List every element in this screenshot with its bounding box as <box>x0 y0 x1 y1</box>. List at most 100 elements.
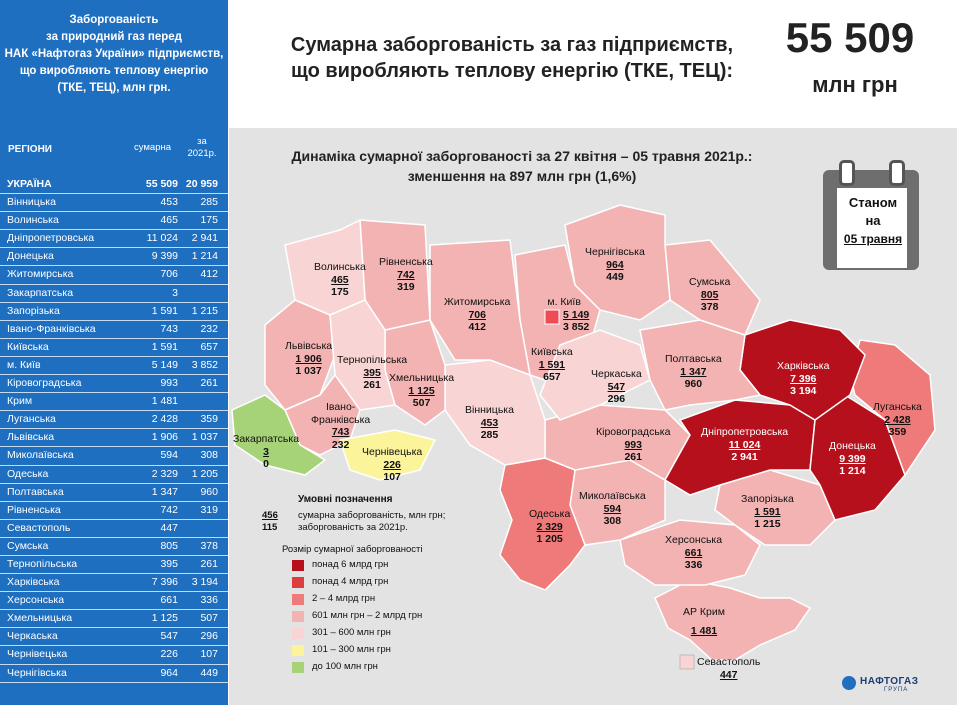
table-body: УКРАЇНА 55 509 20 959 Вінницька 453 285 Волинс… <box>0 176 228 683</box>
region-total: 594 <box>160 449 178 462</box>
region-year: 285 <box>200 196 218 209</box>
legend-size-title: Розмір сумарної заборгованості <box>282 544 423 555</box>
region-year: 1 214 <box>191 250 218 263</box>
table-row: Київська 1 591 657 <box>0 339 228 357</box>
legend-swatch <box>292 560 304 571</box>
region-name: Житомирська <box>7 268 74 281</box>
region-total: 1 481 <box>151 395 178 408</box>
label-kyiv-city: м. Київ 5 149 3 852 <box>547 296 590 333</box>
region-year: 1 037 <box>191 431 218 444</box>
region-year: 232 <box>200 322 218 335</box>
col-year-header-line: за <box>197 136 207 147</box>
legend-swatch <box>292 628 304 639</box>
legend-example-year: 115 <box>262 522 278 533</box>
table-row: Чернігівська 964 449 <box>0 665 228 683</box>
label-khmelnytskyi: Хмельницька 1 125 507 <box>389 372 455 409</box>
total-debt-value: 55 509 <box>785 14 915 61</box>
table-row: УКРАЇНА 55 509 20 959 <box>0 176 228 195</box>
table-row: Херсонська 661 336 <box>0 592 228 611</box>
region-year: 3 194 <box>191 576 218 589</box>
col-region-header: РЕГІОНИ <box>8 144 52 155</box>
label-kirovohrad: Кіровоградська 993 261 <box>596 426 671 463</box>
region-year: 507 <box>200 612 218 625</box>
region-name: Чернігівська <box>7 666 67 679</box>
table-header: РЕГІОНИ сумарна за 2021р. <box>0 136 228 166</box>
total-debt-unit: млн грн <box>812 72 898 97</box>
region-kyiv-city <box>544 309 560 325</box>
table-row: Львівська 1 906 1 037 <box>0 429 228 448</box>
page-title-line: Сумарна заборгованість за газ підприємст… <box>290 34 734 56</box>
page-title: Сумарна заборгованість за газ підприємст… <box>252 32 772 84</box>
region-total: 2 428 <box>151 413 178 426</box>
region-total: 55 509 <box>145 178 178 190</box>
logo-sub: ГРУПА <box>884 687 909 693</box>
col-total-header: сумарна <box>134 142 172 153</box>
table-row: Вінницька 453 285 <box>0 194 228 213</box>
region-name: Миколаївська <box>7 449 74 462</box>
region-crimea <box>654 579 812 661</box>
sidebar-panel: Заборгованість за природний газ перед НА… <box>0 0 228 705</box>
region-total: 3 <box>172 286 178 299</box>
region-name: Севастополь <box>7 521 71 534</box>
sidebar-title-line: за природний газ перед <box>46 31 182 43</box>
region-total: 1 125 <box>151 612 178 625</box>
label-zhytomyr: Житомирська 706 412 <box>444 296 511 333</box>
label-chernivtsi: Чернівецька 226 107 <box>362 446 423 483</box>
region-name: Дніпропетровська <box>7 232 95 245</box>
region-year: 319 <box>200 503 218 516</box>
region-year: 336 <box>200 594 218 607</box>
calendar-text: Станом на 05 травня <box>835 194 911 248</box>
region-total: 447 <box>160 521 178 534</box>
region-year: 657 <box>200 340 218 353</box>
sidebar-title-line: НАК «Нафтогаз України» підприємств, <box>4 48 224 60</box>
region-total: 661 <box>160 594 178 607</box>
region-name: Волинська <box>7 214 59 227</box>
label-rivne: Рівненська 742 319 <box>379 256 433 293</box>
region-year: 2 941 <box>191 232 218 245</box>
region-year: 378 <box>200 539 218 552</box>
legend-label: 301 – 600 млн грн <box>312 627 391 638</box>
map-subtitle-line: зменшення на 897 млн грн (1,6%) <box>407 168 637 184</box>
region-name: Рівненська <box>7 503 61 516</box>
table-row: Запорізька 1 591 1 215 <box>0 303 228 321</box>
table-row: Одеська 2 329 1 205 <box>0 466 228 484</box>
label-sumy: Сумська 805 378 <box>689 276 731 313</box>
region-total: 5 149 <box>151 358 178 371</box>
region-total: 453 <box>160 196 178 209</box>
ukraine-map <box>231 204 936 670</box>
legend-label: до 100 млн грн <box>312 661 378 672</box>
sidebar-title-line: Заборгованість <box>69 14 159 26</box>
region-kherson <box>619 519 761 586</box>
sidebar-title-line: (ТКЕ, ТЕЦ), млн грн. <box>57 82 171 94</box>
region-name: Херсонська <box>7 594 65 607</box>
region-name: Вінницька <box>7 196 56 209</box>
table-row: Дніпропетровська 11 024 2 941 <box>0 230 228 249</box>
region-name: Одеська <box>7 467 49 480</box>
sidebar-title-line: що виробляють теплову енергію <box>19 65 209 77</box>
region-year: 296 <box>200 630 218 643</box>
legend-swatch <box>292 611 304 622</box>
region-name: Запорізька <box>7 304 60 317</box>
table-row: Житомирська 706 412 <box>0 266 228 285</box>
legend-example-total: 456 <box>262 510 278 521</box>
region-name: Львівська <box>7 431 55 444</box>
table-row: Кіровоградська 993 261 <box>0 375 228 394</box>
region-donetsk <box>809 394 906 521</box>
table-row: Харківська 7 396 3 194 <box>0 574 228 593</box>
region-name: Івано-Франківська <box>7 322 96 335</box>
region-name: Київська <box>7 340 49 353</box>
region-name: Черкаська <box>7 630 58 643</box>
region-total: 465 <box>160 214 178 227</box>
legend-swatch <box>292 594 304 605</box>
region-total: 1 906 <box>151 431 178 444</box>
region-lviv <box>264 299 336 411</box>
table-row: Сумська 805 378 <box>0 538 228 556</box>
region-year: 960 <box>200 485 218 498</box>
calendar-face <box>837 188 907 268</box>
region-year: 359 <box>200 413 218 426</box>
naftogaz-logo: НАФТОГАЗ ГРУПА <box>842 676 919 693</box>
table-row: Хмельницька 1 125 507 <box>0 610 228 629</box>
region-zakarpattia <box>231 394 327 476</box>
calendar-line: на <box>865 213 881 228</box>
legend-label: 101 – 300 млн грн <box>312 644 391 655</box>
